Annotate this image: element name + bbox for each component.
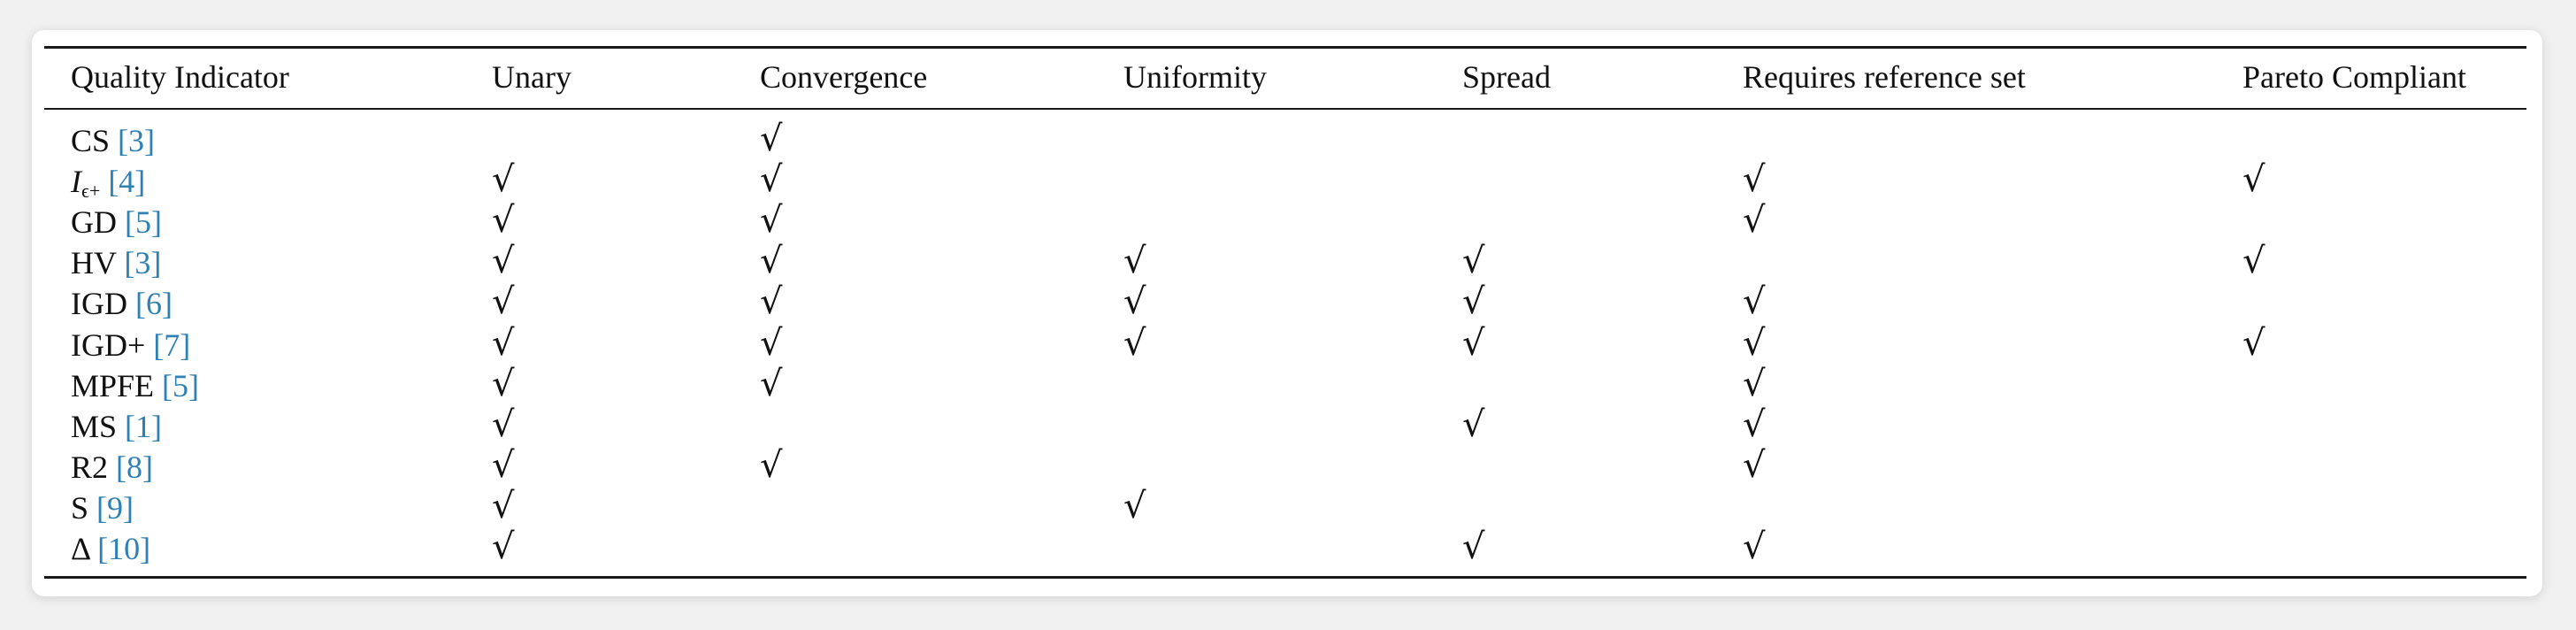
citation-link[interactable]: [3] xyxy=(118,123,156,158)
checkmark-icon: √ xyxy=(1743,363,1766,404)
checkmark-icon: √ xyxy=(1462,241,1485,282)
checkmark-icon: √ xyxy=(1743,444,1766,486)
checkmark-icon: √ xyxy=(492,241,515,282)
checkmark-icon: √ xyxy=(1743,281,1766,323)
checkmark-icon: √ xyxy=(1462,281,1485,323)
table-bottom-rule xyxy=(44,576,2526,579)
citation-link[interactable]: [1] xyxy=(125,408,163,444)
citation-link[interactable]: [8] xyxy=(116,449,153,485)
row-indicator-name: IGD [6] xyxy=(71,284,172,323)
header-convergence: Convergence xyxy=(760,59,928,95)
checkmark-icon: √ xyxy=(492,281,515,323)
header-quality-indicator: Quality Indicator xyxy=(71,59,289,95)
checkmark-icon: √ xyxy=(760,322,783,364)
row-indicator-name: GD [5] xyxy=(71,203,162,242)
checkmark-icon: √ xyxy=(1123,485,1146,526)
indicator-label: MS xyxy=(71,408,118,444)
citation-link[interactable]: [9] xyxy=(96,489,134,526)
row-indicator-name: R2 [8] xyxy=(71,448,153,487)
citation-link[interactable]: [4] xyxy=(108,164,146,200)
checkmark-icon: √ xyxy=(2242,241,2266,282)
checkmark-icon: √ xyxy=(760,281,783,323)
row-indicator-name: HV [3] xyxy=(71,243,161,282)
indicator-label: GD xyxy=(71,204,117,241)
header-spread: Spread xyxy=(1462,59,1551,95)
table-header-rule xyxy=(44,108,2526,110)
checkmark-icon: √ xyxy=(1743,200,1766,242)
checkmark-icon: √ xyxy=(1123,281,1146,323)
row-indicator-name: Δ [10] xyxy=(71,529,150,568)
table-card: Quality Indicator Unary Convergence Unif… xyxy=(32,30,2542,596)
checkmark-icon: √ xyxy=(492,159,515,201)
header-uniformity: Uniformity xyxy=(1123,59,1267,95)
checkmark-icon: √ xyxy=(1462,403,1485,445)
header-unary: Unary xyxy=(492,59,571,95)
citation-link[interactable]: [5] xyxy=(162,367,200,403)
indicator-label: MPFE xyxy=(71,367,155,403)
row-indicator-name: MPFE [5] xyxy=(71,366,199,405)
row-indicator-name: MS [1] xyxy=(71,407,162,446)
indicator-label: HV xyxy=(71,245,117,281)
checkmark-icon: √ xyxy=(1462,322,1485,364)
row-indicator-name: S [9] xyxy=(71,488,134,527)
checkmark-icon: √ xyxy=(1123,241,1146,282)
citation-link[interactable]: [6] xyxy=(134,286,172,322)
checkmark-icon: √ xyxy=(760,241,783,282)
citation-link[interactable]: [5] xyxy=(125,204,162,241)
indicator-label: IGD xyxy=(71,286,127,322)
citation-link[interactable]: [7] xyxy=(153,327,191,363)
citation-link[interactable]: [10] xyxy=(97,531,151,566)
row-indicator-name: CS [3] xyxy=(71,121,155,160)
citation-link[interactable]: [3] xyxy=(124,245,162,281)
indicator-label: S xyxy=(71,489,89,526)
checkmark-icon: √ xyxy=(492,526,515,567)
indicator-label: CS xyxy=(71,123,111,158)
checkmark-icon: √ xyxy=(1743,322,1766,364)
checkmark-icon: √ xyxy=(1123,322,1146,364)
indicator-label: IGD+ xyxy=(71,327,146,363)
header-requires-reference-set: Requires reference set xyxy=(1743,59,2026,95)
checkmark-icon: √ xyxy=(492,444,515,486)
checkmark-icon: √ xyxy=(760,444,783,486)
indicator-label: Δ xyxy=(71,531,90,566)
row-indicator-name: Iϵ+ [4] xyxy=(71,162,145,211)
checkmark-icon: √ xyxy=(760,363,783,404)
indicator-label: I xyxy=(71,164,81,200)
checkmark-icon: √ xyxy=(2242,159,2266,201)
checkmark-icon: √ xyxy=(1743,403,1766,445)
checkmark-icon: √ xyxy=(760,159,783,201)
indicator-label: R2 xyxy=(71,449,109,485)
checkmark-icon: √ xyxy=(760,119,783,159)
row-indicator-name: IGD+ [7] xyxy=(71,326,190,365)
checkmark-icon: √ xyxy=(492,322,515,364)
checkmark-icon: √ xyxy=(2242,322,2266,364)
checkmark-icon: √ xyxy=(1462,526,1485,567)
indicator-subscript: ϵ+ xyxy=(81,180,101,203)
checkmark-icon: √ xyxy=(1743,159,1766,201)
table-top-rule xyxy=(44,46,2526,49)
header-pareto-compliant: Pareto Compliant xyxy=(2242,59,2466,95)
checkmark-icon: √ xyxy=(492,363,515,404)
checkmark-icon: √ xyxy=(492,485,515,526)
checkmark-icon: √ xyxy=(492,403,515,445)
checkmark-icon: √ xyxy=(1743,526,1766,567)
checkmark-icon: √ xyxy=(492,200,515,242)
checkmark-icon: √ xyxy=(760,200,783,242)
